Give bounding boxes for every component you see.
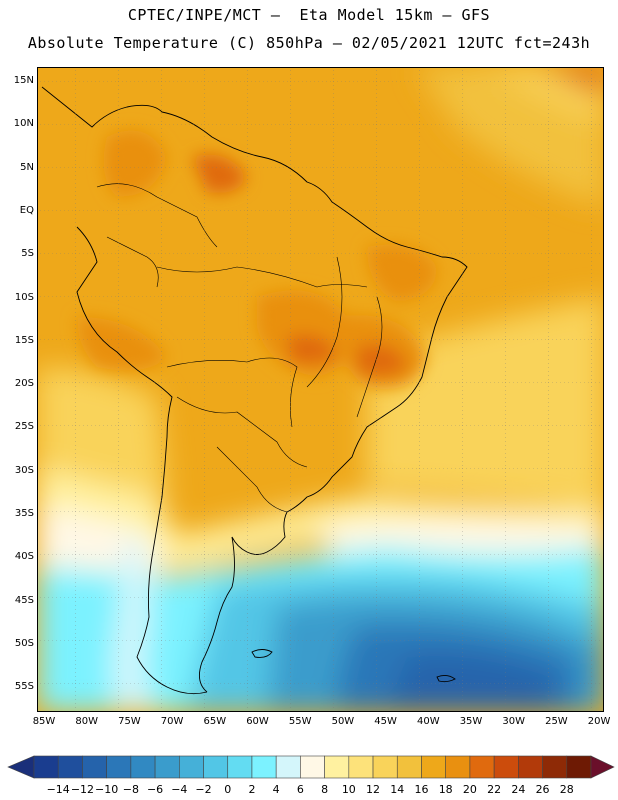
lon-label: 85W: [32, 716, 56, 727]
lat-label: 40S: [14, 551, 34, 563]
lat-label: 30S: [14, 464, 34, 476]
colorbar-low-arrow: [7, 755, 35, 779]
colorbar-swatch: [33, 755, 59, 779]
lon-label: 75W: [118, 716, 141, 727]
map-title: CPTEC/INPE/MCT – Eta Model 15km – GFS: [127, 6, 491, 24]
colorbar-tick-label: 26: [535, 783, 550, 796]
colorbar-high-arrow: [590, 755, 615, 779]
colorbar-swatch: [300, 755, 325, 779]
colorbar-tick-label: 24: [511, 783, 526, 796]
colorbar-swatch: [57, 755, 83, 779]
colorbar-swatch: [372, 755, 398, 779]
lon-label: 70W: [160, 716, 184, 727]
lat-label: 10S: [14, 291, 34, 303]
colorbar-swatch: [324, 755, 350, 779]
map-panel: [37, 67, 604, 712]
map-subtitle: Absolute Temperature (C) 850hPa – 02/05/…: [27, 34, 591, 52]
temperature-map: [37, 67, 604, 712]
colorbar-tick-label: 12: [366, 783, 381, 796]
colorbar-swatch: [518, 755, 543, 779]
colorbar-swatch: [275, 755, 301, 779]
lat-label: 20S: [14, 378, 34, 390]
lon-label: 65W: [203, 716, 227, 727]
colorbar-swatch: [227, 755, 253, 779]
lon-label: 80W: [75, 716, 98, 727]
lat-label: 45S: [14, 594, 34, 606]
lon-label: 35W: [459, 716, 483, 727]
lon-label: 30W: [502, 716, 525, 727]
colorbar-tick-label: −6: [146, 783, 164, 796]
colorbar-tick-label: 10: [341, 783, 356, 796]
lon-label: 55W: [288, 716, 312, 727]
colorbar-swatch: [251, 755, 277, 779]
colorbar-swatch: [566, 755, 592, 779]
colorbar-tick-label: −12: [70, 783, 95, 796]
colorbar-swatch: [445, 755, 471, 779]
lon-label: 25W: [545, 716, 568, 727]
colorbar-swatch: [348, 755, 374, 779]
colorbar-swatch: [179, 755, 204, 779]
colorbar-tick-label: 18: [438, 783, 453, 796]
colorbar-tick-label: 4: [272, 783, 280, 796]
lon-label: 45W: [374, 716, 397, 727]
lat-label: EQ: [19, 204, 34, 216]
lat-label: 35S: [14, 508, 34, 519]
lat-label: 15S: [14, 334, 34, 346]
colorbar-tick-label: −8: [122, 783, 139, 796]
colorbar: [7, 755, 615, 779]
lat-label: 25S: [14, 421, 34, 433]
lon-label: 50W: [331, 716, 355, 727]
lat-label: 10N: [13, 118, 34, 130]
colorbar-tick-label: 0: [224, 783, 232, 796]
colorbar-tick-label: 20: [462, 783, 477, 796]
lat-label: 5N: [20, 161, 34, 173]
lat-label: 50S: [14, 637, 34, 649]
colorbar-tick-label: 22: [487, 783, 502, 796]
colorbar-tick-label: 6: [296, 783, 304, 796]
colorbar-tick-label: −10: [95, 783, 119, 796]
colorbar-tick-label: 2: [248, 783, 256, 796]
colorbar-tick-label: −14: [46, 783, 70, 796]
colorbar-swatch: [130, 755, 156, 779]
lat-label: 15N: [13, 75, 34, 86]
lon-label: 20W: [587, 716, 611, 727]
colorbar-swatch: [421, 755, 446, 779]
colorbar-swatch: [469, 755, 495, 779]
colorbar-tick-label: 16: [414, 783, 429, 796]
colorbar-swatch: [154, 755, 180, 779]
map-frame: [37, 67, 604, 712]
colorbar-tick-label: 14: [390, 783, 405, 796]
lon-label: 40W: [416, 716, 440, 727]
colorbar-tick-label: −4: [171, 783, 188, 796]
colorbar-tick-label: 28: [559, 783, 574, 796]
colorbar-swatch: [82, 755, 107, 779]
colorbar-swatch: [542, 755, 568, 779]
colorbar-swatch: [493, 755, 519, 779]
colorbar-tick-label: 8: [321, 783, 329, 796]
lat-lon-grid: [37, 67, 604, 712]
lon-label: 60W: [246, 716, 269, 727]
lat-label: 5S: [21, 248, 34, 260]
colorbar-swatch: [396, 755, 422, 779]
lat-label: 55S: [14, 681, 34, 693]
colorbar-swatch: [106, 755, 132, 779]
colorbar-tick-label: −2: [195, 783, 212, 796]
colorbar-swatch: [203, 755, 229, 779]
